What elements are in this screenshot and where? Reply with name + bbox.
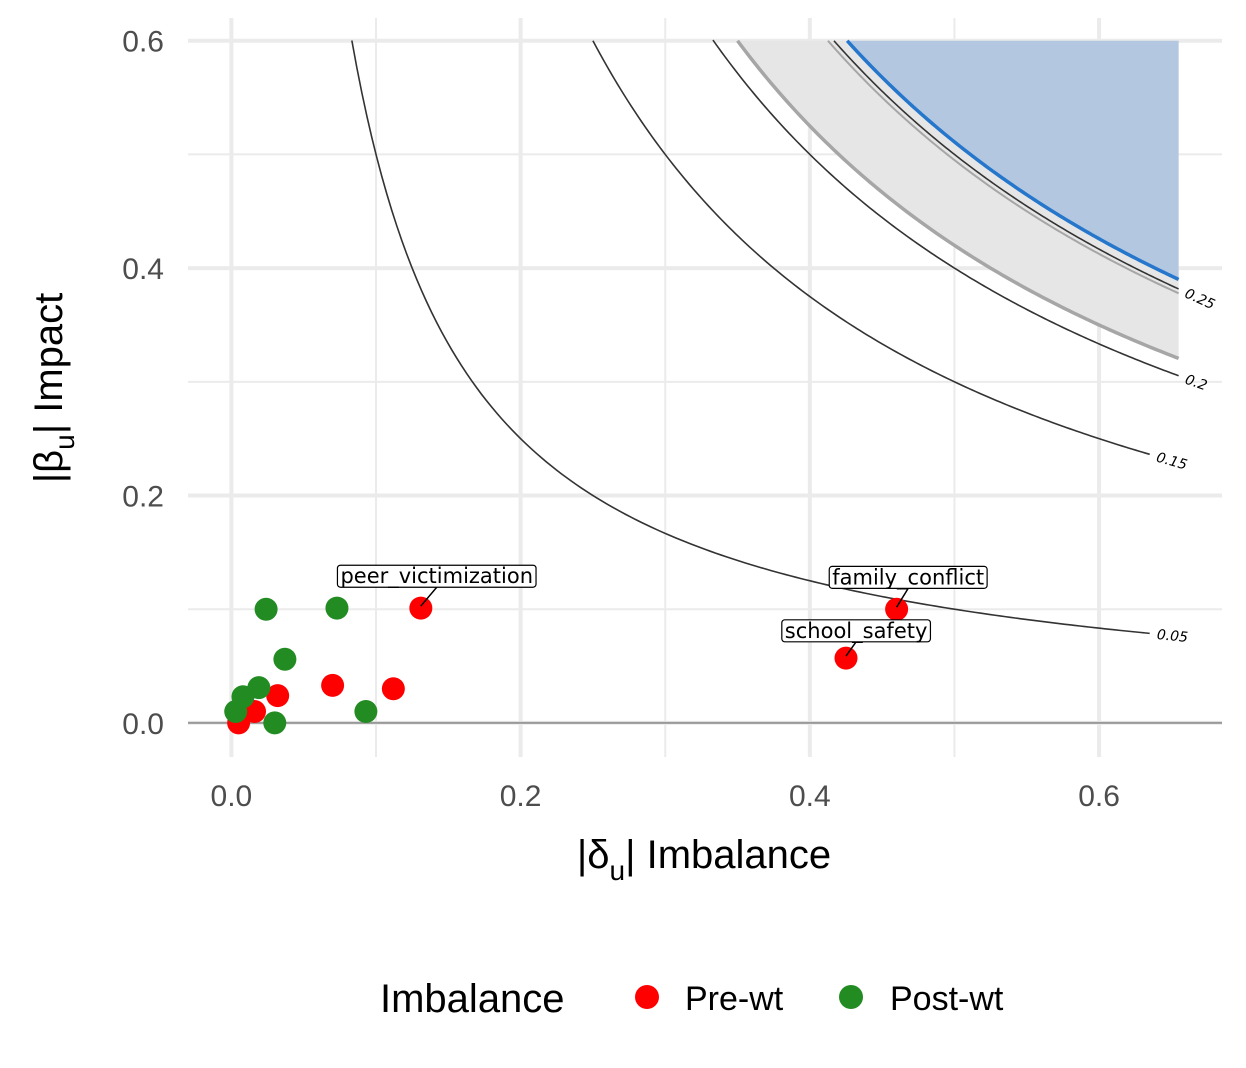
y-tick-label-0-2: 0.2: [122, 481, 164, 514]
point-post-wt-6: [325, 596, 349, 620]
y-tick-label-0-6: 0.6: [122, 26, 164, 59]
annotation-peer-victimization: peer_victimization: [340, 564, 533, 589]
tick-labels: 0.0 0.2 0.4 0.6 0.0 0.2 0.4 0.6: [122, 26, 1120, 813]
legend-swatch-pre-wt: [635, 985, 659, 1009]
annotation-box-family-conflict: [828, 565, 988, 589]
contour-label-0-2: 0.2: [1183, 372, 1209, 395]
grey-band-lower-line: [736, 39, 1180, 361]
point-post-wt-3: [254, 597, 278, 621]
annotation-leader-school-safety: [845, 641, 857, 657]
point-layer: [224, 596, 909, 735]
point-post-wt-7: [354, 700, 378, 724]
x-axis-title: |δu| Imbalance: [577, 833, 831, 886]
contour-0-05: [351, 40, 1150, 635]
blue-region-boundary: [845, 39, 1180, 281]
legend-label-post-wt: Post-wt: [890, 980, 1004, 1018]
contour-0-2: [712, 39, 1179, 377]
annotation-box-school-safety: [781, 619, 932, 643]
contour-label-0-15: 0.15: [1154, 450, 1188, 474]
annotation-family-conflict: family_conflict: [832, 565, 984, 590]
annotation-box-peer-victimization: [336, 564, 537, 588]
point-post-wt-5: [273, 647, 297, 671]
point-pre-wt-3: [321, 673, 345, 697]
legend: Imbalance Pre-wt Post-wt: [380, 977, 1004, 1021]
contour-label-0-25: 0.25: [1182, 286, 1217, 313]
legend-title: Imbalance: [380, 977, 565, 1021]
region-layer: [736, 39, 1180, 361]
annotation-layer: peer_victimization family_conflict school_…: [336, 564, 988, 657]
x-tick-label-0-2: 0.2: [500, 780, 542, 813]
contour-layer: 0.05 0.15 0.2 0.25: [351, 39, 1217, 646]
point-pre-wt-2: [266, 684, 290, 708]
contour-label-0-05: 0.05: [1156, 627, 1189, 646]
point-pre-wt-5: [409, 596, 433, 620]
legend-label-pre-wt: Pre-wt: [685, 980, 784, 1018]
point-pre-wt-7: [885, 597, 909, 621]
annotation-school-safety: school_safety: [785, 619, 928, 644]
point-post-wt-2: [247, 676, 271, 700]
y-axis-title: |βu| Impact: [27, 293, 80, 484]
point-pre-wt-6: [834, 646, 858, 670]
y-tick-label-0-4: 0.4: [122, 253, 164, 286]
y-tick-label-0: 0.0: [122, 708, 164, 741]
annotation-leader-peer-victimization: [420, 586, 438, 607]
legend-swatch-post-wt: [839, 985, 863, 1009]
x-tick-label-0-4: 0.4: [789, 780, 831, 813]
point-pre-wt-4: [381, 677, 405, 701]
x-tick-label-0-6: 0.6: [1078, 780, 1120, 813]
grey-band-upper-line: [827, 40, 1180, 295]
blue-region: [847, 40, 1179, 280]
x-tick-label-0: 0.0: [211, 780, 253, 813]
point-post-wt-4: [263, 711, 287, 735]
contour-0-25: [833, 40, 1179, 290]
contour-0-15: [592, 40, 1150, 456]
annotation-leader-family-conflict: [895, 587, 909, 608]
